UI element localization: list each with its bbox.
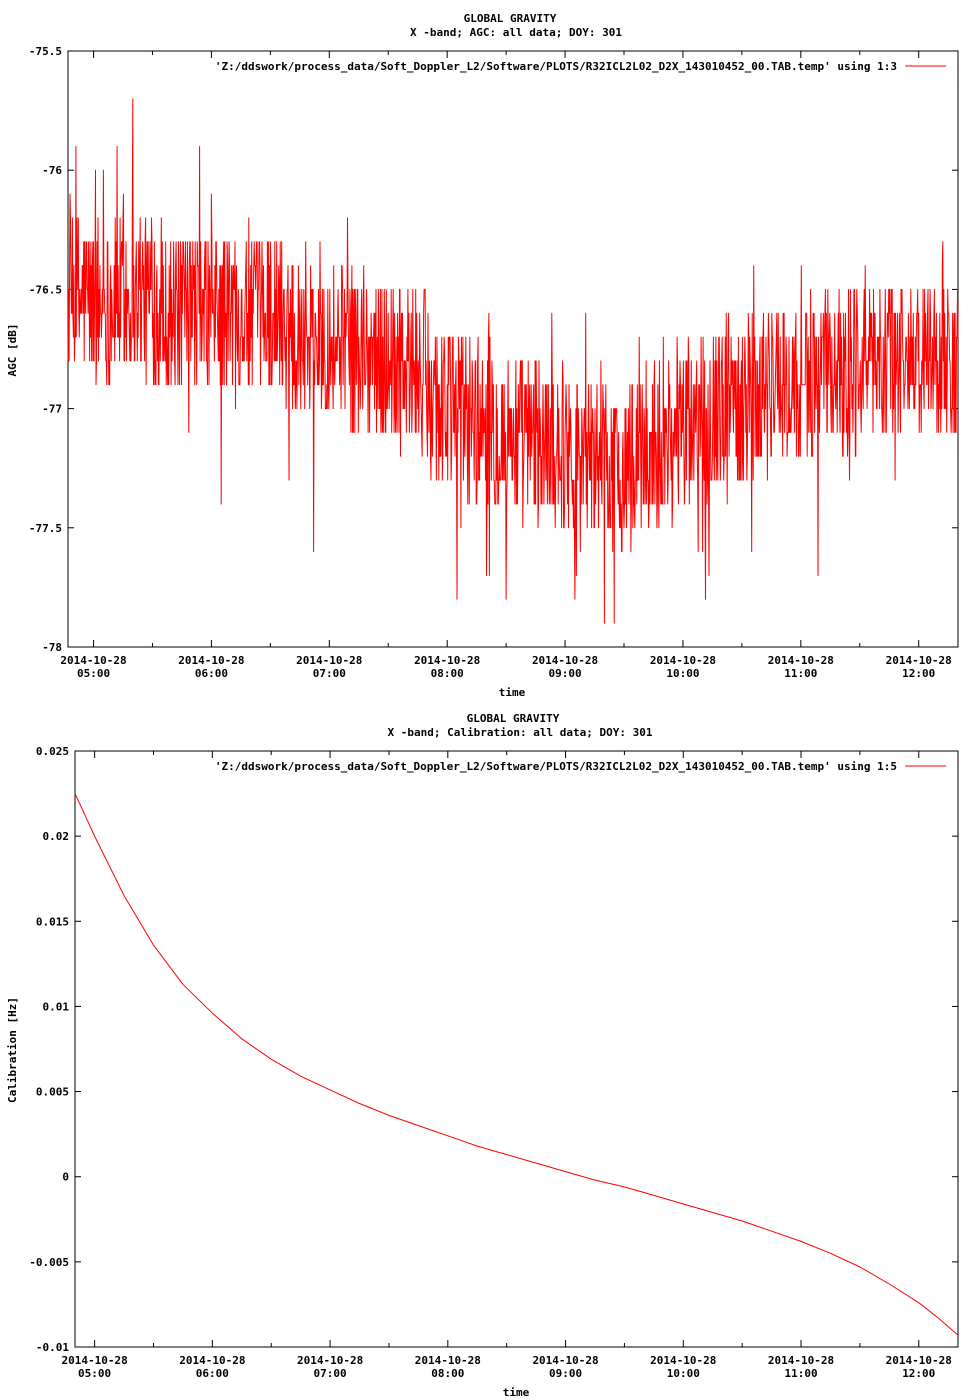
calibration-x-axis-label: time [503,1386,530,1399]
calibration-series-group [74,793,959,1336]
agc-xtick-date: 2014-10-28 [414,654,480,667]
agc-xtick-date: 2014-10-28 [650,654,716,667]
calibration-ytick-label: 0.025 [36,745,69,758]
calibration-xtick-date: 2014-10-28 [62,1354,128,1367]
calibration-xtick-date: 2014-10-28 [532,1354,598,1367]
calibration-chart-title: GLOBAL GRAVITY [467,712,560,725]
calibration-legend-label: 'Z:/ddswork/process_data/Soft_Doppler_L2… [215,760,897,773]
calibration-xtick-time: 11:00 [784,1367,817,1380]
calibration-ytick-label: -0.005 [29,1256,69,1269]
calibration-xtick-time: 12:00 [902,1367,935,1380]
agc-x-ticks: 2014-10-2805:002014-10-2806:002014-10-28… [60,51,952,680]
calibration-xtick-time: 07:00 [314,1367,347,1380]
calibration-xtick-time: 08:00 [431,1367,464,1380]
calibration-xtick-time: 06:00 [196,1367,229,1380]
agc-y-ticks: -75.5 -76 -76.5 -77 -77.5 -78 [29,45,958,654]
agc-xtick-time: 12:00 [902,667,935,680]
agc-ytick-label: -77.5 [29,522,62,535]
agc-xtick-time: 05:00 [77,667,110,680]
agc-xtick-time: 06:00 [195,667,228,680]
agc-xtick-date: 2014-10-28 [768,654,834,667]
calibration-y-axis-label: Calibration [Hz] [6,997,19,1103]
agc-y-axis-label: AGC [dB] [6,324,19,377]
calibration-x-ticks: 2014-10-2805:002014-10-2806:002014-10-28… [62,751,952,1380]
calibration-plot-frame [74,750,959,1348]
calibration-ytick-label: 0.005 [36,1086,69,1099]
agc-chart-title: GLOBAL GRAVITY [464,12,557,25]
calibration-xtick-date: 2014-10-28 [650,1354,716,1367]
calibration-ytick-label: 0.02 [43,830,70,843]
calibration-ytick-label: -0.01 [36,1341,69,1354]
calibration-ytick-label: 0.015 [36,915,69,928]
calibration-xtick-date: 2014-10-28 [886,1354,952,1367]
calibration-chart: GLOBAL GRAVITY X -band; Calibration: all… [6,712,959,1399]
agc-series-group [67,98,959,624]
agc-xtick-time: 11:00 [784,667,817,680]
agc-xtick-date: 2014-10-28 [296,654,362,667]
calibration-ytick-label: 0 [62,1171,69,1184]
calibration-xtick-time: 05:00 [78,1367,111,1380]
agc-xtick-date: 2014-10-28 [532,654,598,667]
calibration-xtick-time: 09:00 [549,1367,582,1380]
agc-legend-label: 'Z:/ddswork/process_data/Soft_Doppler_L2… [215,60,897,73]
calibration-y-ticks: 0.025 0.02 0.015 0.01 0.005 0 -0.005 -0.01 [29,745,958,1354]
agc-xtick-time: 09:00 [549,667,582,680]
agc-ytick-label: -78 [42,641,62,654]
calibration-series-line [74,793,959,1336]
agc-xtick-time: 10:00 [666,667,699,680]
calibration-xtick-date: 2014-10-28 [415,1354,481,1367]
agc-xtick-date: 2014-10-28 [178,654,244,667]
agc-series-line [67,98,959,624]
calibration-xtick-date: 2014-10-28 [297,1354,363,1367]
agc-ytick-label: -75.5 [29,45,62,58]
calibration-xtick-date: 2014-10-28 [768,1354,834,1367]
calibration-xtick-date: 2014-10-28 [179,1354,245,1367]
agc-ytick-label: -76.5 [29,283,62,296]
agc-xtick-time: 08:00 [431,667,464,680]
agc-chart: GLOBAL GRAVITY X -band; AGC: all data; D… [6,12,959,699]
agc-chart-subtitle: X -band; AGC: all data; DOY: 301 [410,26,622,39]
calibration-chart-subtitle: X -band; Calibration: all data; DOY: 301 [388,726,653,739]
agc-xtick-date: 2014-10-28 [60,654,126,667]
agc-xtick-time: 07:00 [313,667,346,680]
agc-xtick-date: 2014-10-28 [886,654,952,667]
calibration-ytick-label: 0.01 [43,1000,70,1013]
agc-ytick-label: -76 [42,164,62,177]
agc-ytick-label: -77 [42,403,62,416]
calibration-xtick-time: 10:00 [667,1367,700,1380]
agc-x-axis-label: time [499,686,526,699]
